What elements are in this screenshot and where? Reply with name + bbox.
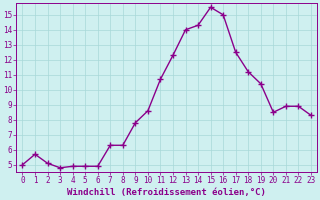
X-axis label: Windchill (Refroidissement éolien,°C): Windchill (Refroidissement éolien,°C): [67, 188, 266, 197]
